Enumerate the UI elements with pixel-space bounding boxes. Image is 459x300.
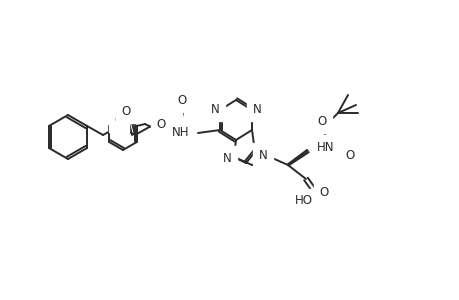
Text: HN: HN — [316, 140, 334, 154]
Text: NH: NH — [159, 118, 176, 131]
Text: O: O — [121, 104, 130, 118]
Text: O: O — [177, 94, 186, 106]
Text: N: N — [210, 103, 219, 116]
Text: N: N — [258, 148, 267, 161]
Text: N: N — [222, 152, 231, 164]
Text: O: O — [156, 118, 165, 130]
Text: N: N — [252, 103, 261, 116]
Text: NH: NH — [171, 125, 189, 139]
Text: HO: HO — [294, 194, 312, 208]
Text: O: O — [345, 148, 354, 161]
Text: O: O — [317, 115, 326, 128]
Text: O: O — [319, 187, 328, 200]
Text: O: O — [114, 113, 123, 127]
